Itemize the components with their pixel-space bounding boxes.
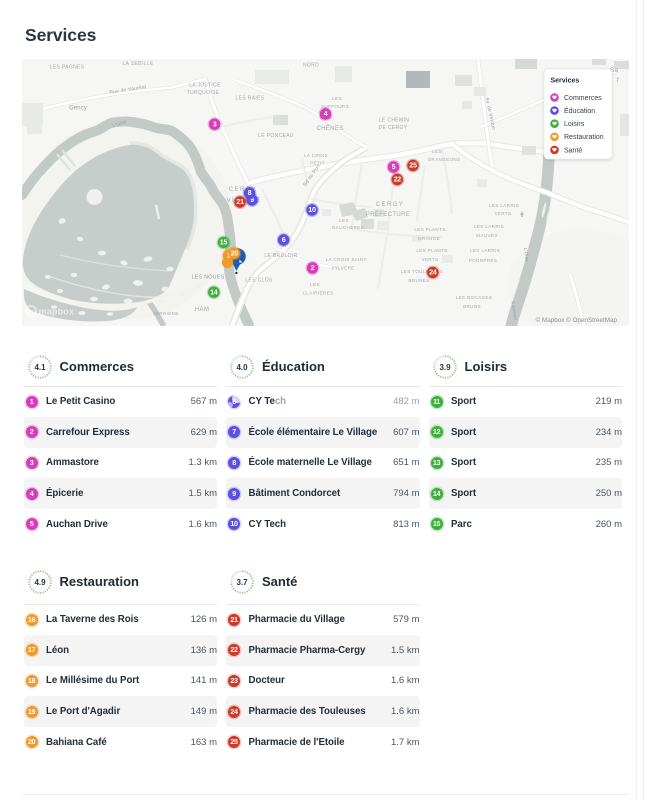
svg-text:LES NOUES: LES NOUES bbox=[192, 275, 225, 281]
svg-text:6: 6 bbox=[282, 235, 286, 244]
svg-text:CHÊNES: CHÊNES bbox=[316, 124, 343, 132]
svg-text:ORANGEONS: ORANGEONS bbox=[427, 157, 460, 162]
svg-text:VERTS: VERTS bbox=[495, 211, 512, 216]
svg-text:Gency: Gency bbox=[69, 106, 87, 112]
svg-text:15: 15 bbox=[220, 238, 228, 247]
svg-text:LES: LES bbox=[339, 218, 349, 223]
svg-text:L'Oise: L'Oise bbox=[112, 119, 127, 129]
svg-text:14: 14 bbox=[210, 287, 218, 296]
svg-text:ORANGE: ORANGE bbox=[418, 236, 440, 241]
svg-text:GAUCHÈRES: GAUCHÈRES bbox=[332, 224, 364, 230]
svg-text:MAUVES: MAUVES bbox=[476, 233, 498, 238]
svg-text:AUFFOURS: AUFFOURS bbox=[321, 104, 349, 109]
svg-text:Loisirs: Loisirs bbox=[564, 121, 585, 128]
svg-text:NORD: NORD bbox=[303, 63, 319, 69]
svg-text:LA SEBILLE: LA SEBILLE bbox=[122, 61, 153, 67]
svg-text:4: 4 bbox=[324, 109, 328, 118]
svg-text:PRÉFECTURE: PRÉFECTURE bbox=[366, 211, 410, 218]
svg-text:9: 9 bbox=[250, 195, 254, 204]
svg-text:HAM: HAM bbox=[195, 307, 209, 313]
svg-text:Commerces: Commerces bbox=[564, 95, 602, 102]
svg-text:LE BRÛLOIR: LE BRÛLOIR bbox=[264, 252, 297, 259]
svg-text:4.9: 4.9 bbox=[34, 577, 46, 586]
svg-text:LES LARRIS: LES LARRIS bbox=[470, 248, 500, 253]
svg-text:21: 21 bbox=[236, 197, 244, 206]
svg-text:Éducation: Éducation bbox=[564, 106, 595, 115]
svg-text:3: 3 bbox=[213, 119, 217, 128]
svg-text:Santé: Santé bbox=[564, 147, 582, 154]
svg-text:Restauration: Restauration bbox=[564, 134, 604, 141]
svg-text:LA CROIX SAINT-: LA CROIX SAINT- bbox=[326, 257, 369, 262]
svg-text:CLAIRIÈRES: CLAIRIÈRES bbox=[303, 290, 334, 296]
svg-text:VERTS: VERTS bbox=[422, 257, 439, 262]
svg-text:10: 10 bbox=[308, 205, 316, 214]
svg-text:1: 1 bbox=[227, 251, 231, 260]
svg-text:© Mapbox © OpenStreetMap: © Mapbox © OpenStreetMap bbox=[536, 316, 618, 324]
svg-text:LES CLOS: LES CLOS bbox=[245, 278, 273, 284]
svg-text:LES PLANTS: LES PLANTS bbox=[414, 227, 445, 232]
svg-text:LES: LES bbox=[332, 96, 342, 101]
svg-text:m: m bbox=[28, 310, 33, 316]
svg-text:LES TOULEUSES: LES TOULEUSES bbox=[401, 269, 443, 274]
svg-text:LES BOCAGES: LES BOCAGES bbox=[456, 295, 493, 300]
svg-text:3.7: 3.7 bbox=[236, 577, 248, 586]
svg-text:LE CHEMIN: LE CHEMIN bbox=[379, 118, 409, 124]
svg-text:Services: Services bbox=[551, 78, 580, 85]
svg-text:LES LARRIS: LES LARRIS bbox=[489, 203, 519, 208]
svg-text:JERRIÈNE: JERRIÈNE bbox=[153, 310, 179, 316]
svg-text:2: 2 bbox=[311, 263, 315, 272]
svg-text:Passage: Passage bbox=[510, 301, 518, 321]
svg-text:SYLVÈRE: SYLVÈRE bbox=[331, 265, 354, 271]
svg-text:20: 20 bbox=[231, 249, 239, 258]
svg-text:POURPRES: POURPRES bbox=[469, 258, 498, 263]
svg-text:4.1: 4.1 bbox=[34, 362, 46, 371]
svg-text:24: 24 bbox=[429, 268, 437, 277]
svg-text:LES LARRIS: LES LARRIS bbox=[474, 224, 504, 229]
svg-text:LES: LES bbox=[310, 282, 320, 287]
svg-text:PETIT: PETIT bbox=[310, 161, 325, 166]
svg-text:LES: LES bbox=[432, 149, 442, 154]
svg-text:3.9: 3.9 bbox=[439, 362, 451, 371]
svg-text:4.0: 4.0 bbox=[236, 362, 248, 371]
svg-text:l': l' bbox=[617, 77, 620, 84]
svg-text:LES RAIES: LES RAIES bbox=[236, 96, 265, 102]
svg-text:LA JUSTICE: LA JUSTICE bbox=[189, 83, 221, 89]
svg-text:Rue de Vauréal: Rue de Vauréal bbox=[109, 84, 147, 96]
svg-text:Sa: Sa bbox=[610, 67, 618, 74]
svg-text:LE PONCEAU: LE PONCEAU bbox=[258, 133, 294, 139]
svg-text:5: 5 bbox=[392, 162, 396, 171]
svg-text:L'Oise: L'Oise bbox=[523, 247, 530, 262]
svg-text:LES PLANTS: LES PLANTS bbox=[416, 248, 447, 253]
svg-text:CERGY: CERGY bbox=[376, 202, 404, 208]
svg-text:TURQUOISE: TURQUOISE bbox=[187, 90, 220, 96]
svg-text:LES PAGNES: LES PAGNES bbox=[50, 65, 85, 71]
svg-text:BRUNS: BRUNS bbox=[463, 304, 481, 309]
svg-text:LA CROIX: LA CROIX bbox=[304, 153, 328, 158]
svg-text:25: 25 bbox=[409, 161, 417, 170]
svg-text:22: 22 bbox=[394, 175, 402, 184]
svg-text:mapbox: mapbox bbox=[39, 307, 75, 317]
svg-text:DE CERGY: DE CERGY bbox=[379, 125, 408, 131]
svg-text:8: 8 bbox=[248, 188, 252, 197]
svg-text:CERGY: CERGY bbox=[229, 187, 257, 193]
svg-text:BRUNES: BRUNES bbox=[408, 278, 429, 283]
